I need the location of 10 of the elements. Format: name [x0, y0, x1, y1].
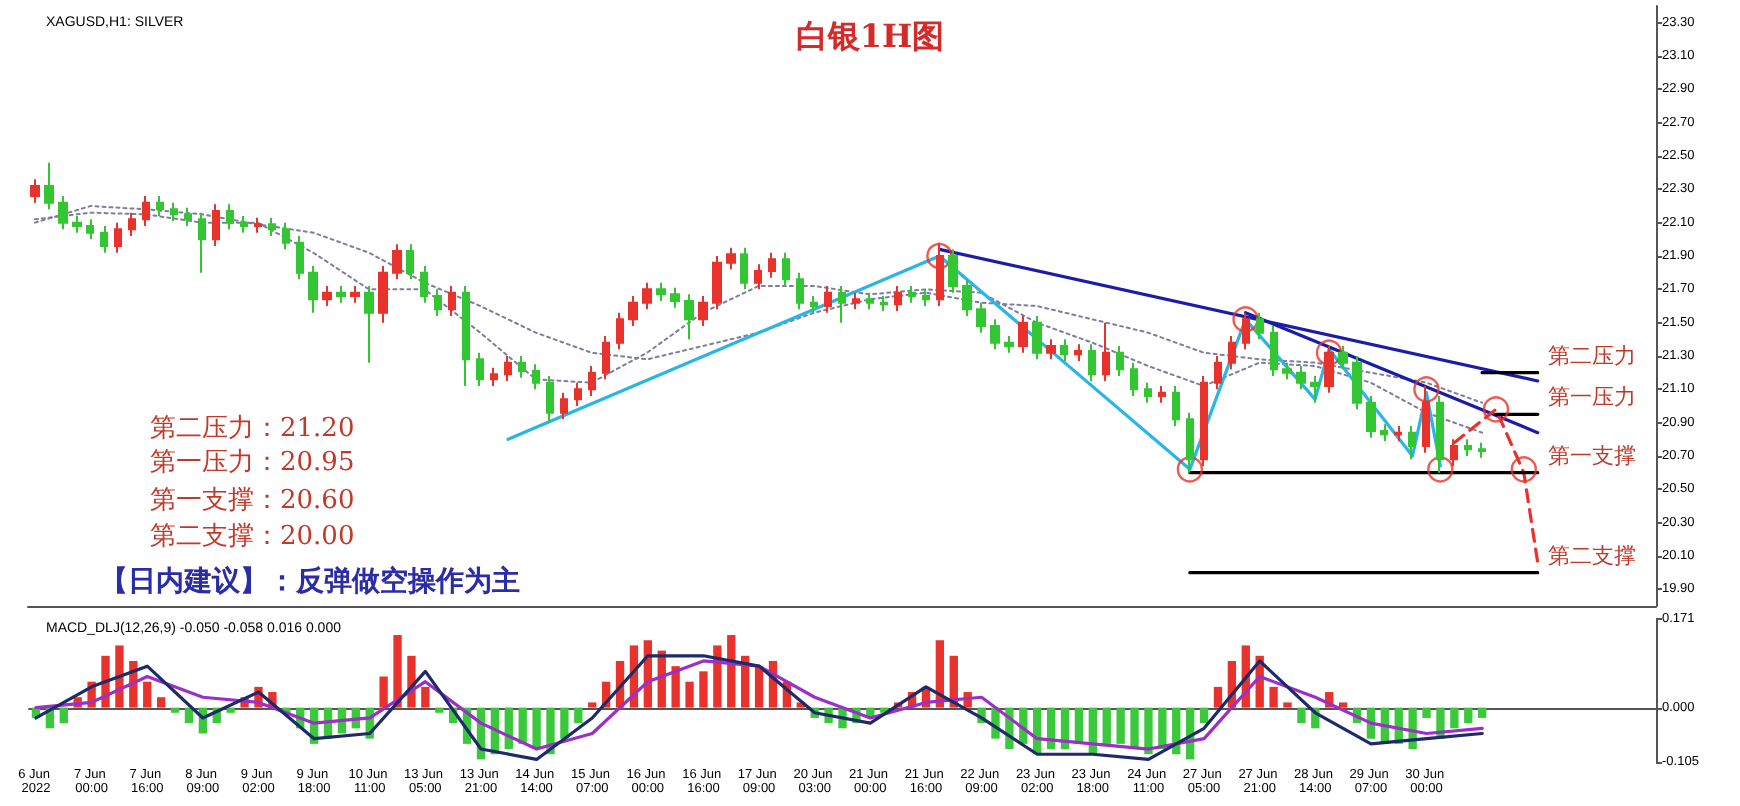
annotation: 第一支撑：20.60 [150, 486, 355, 516]
series-label: 第二压力 [1547, 342, 1636, 369]
series-label: 第二支撑 [1547, 542, 1636, 569]
series-label: 第一压力 [1547, 384, 1636, 411]
annotation: 【日内建议】：反弹做空操作为主 [100, 564, 520, 598]
annotation: 第一压力：20.95 [150, 448, 355, 478]
annotation: 第二压力：21.20 [150, 414, 355, 444]
series-label: 第一支撑 [1547, 442, 1636, 469]
chart-title: 白银1H图 [795, 17, 945, 55]
annotation: 第二支撑：20.00 [150, 522, 355, 552]
